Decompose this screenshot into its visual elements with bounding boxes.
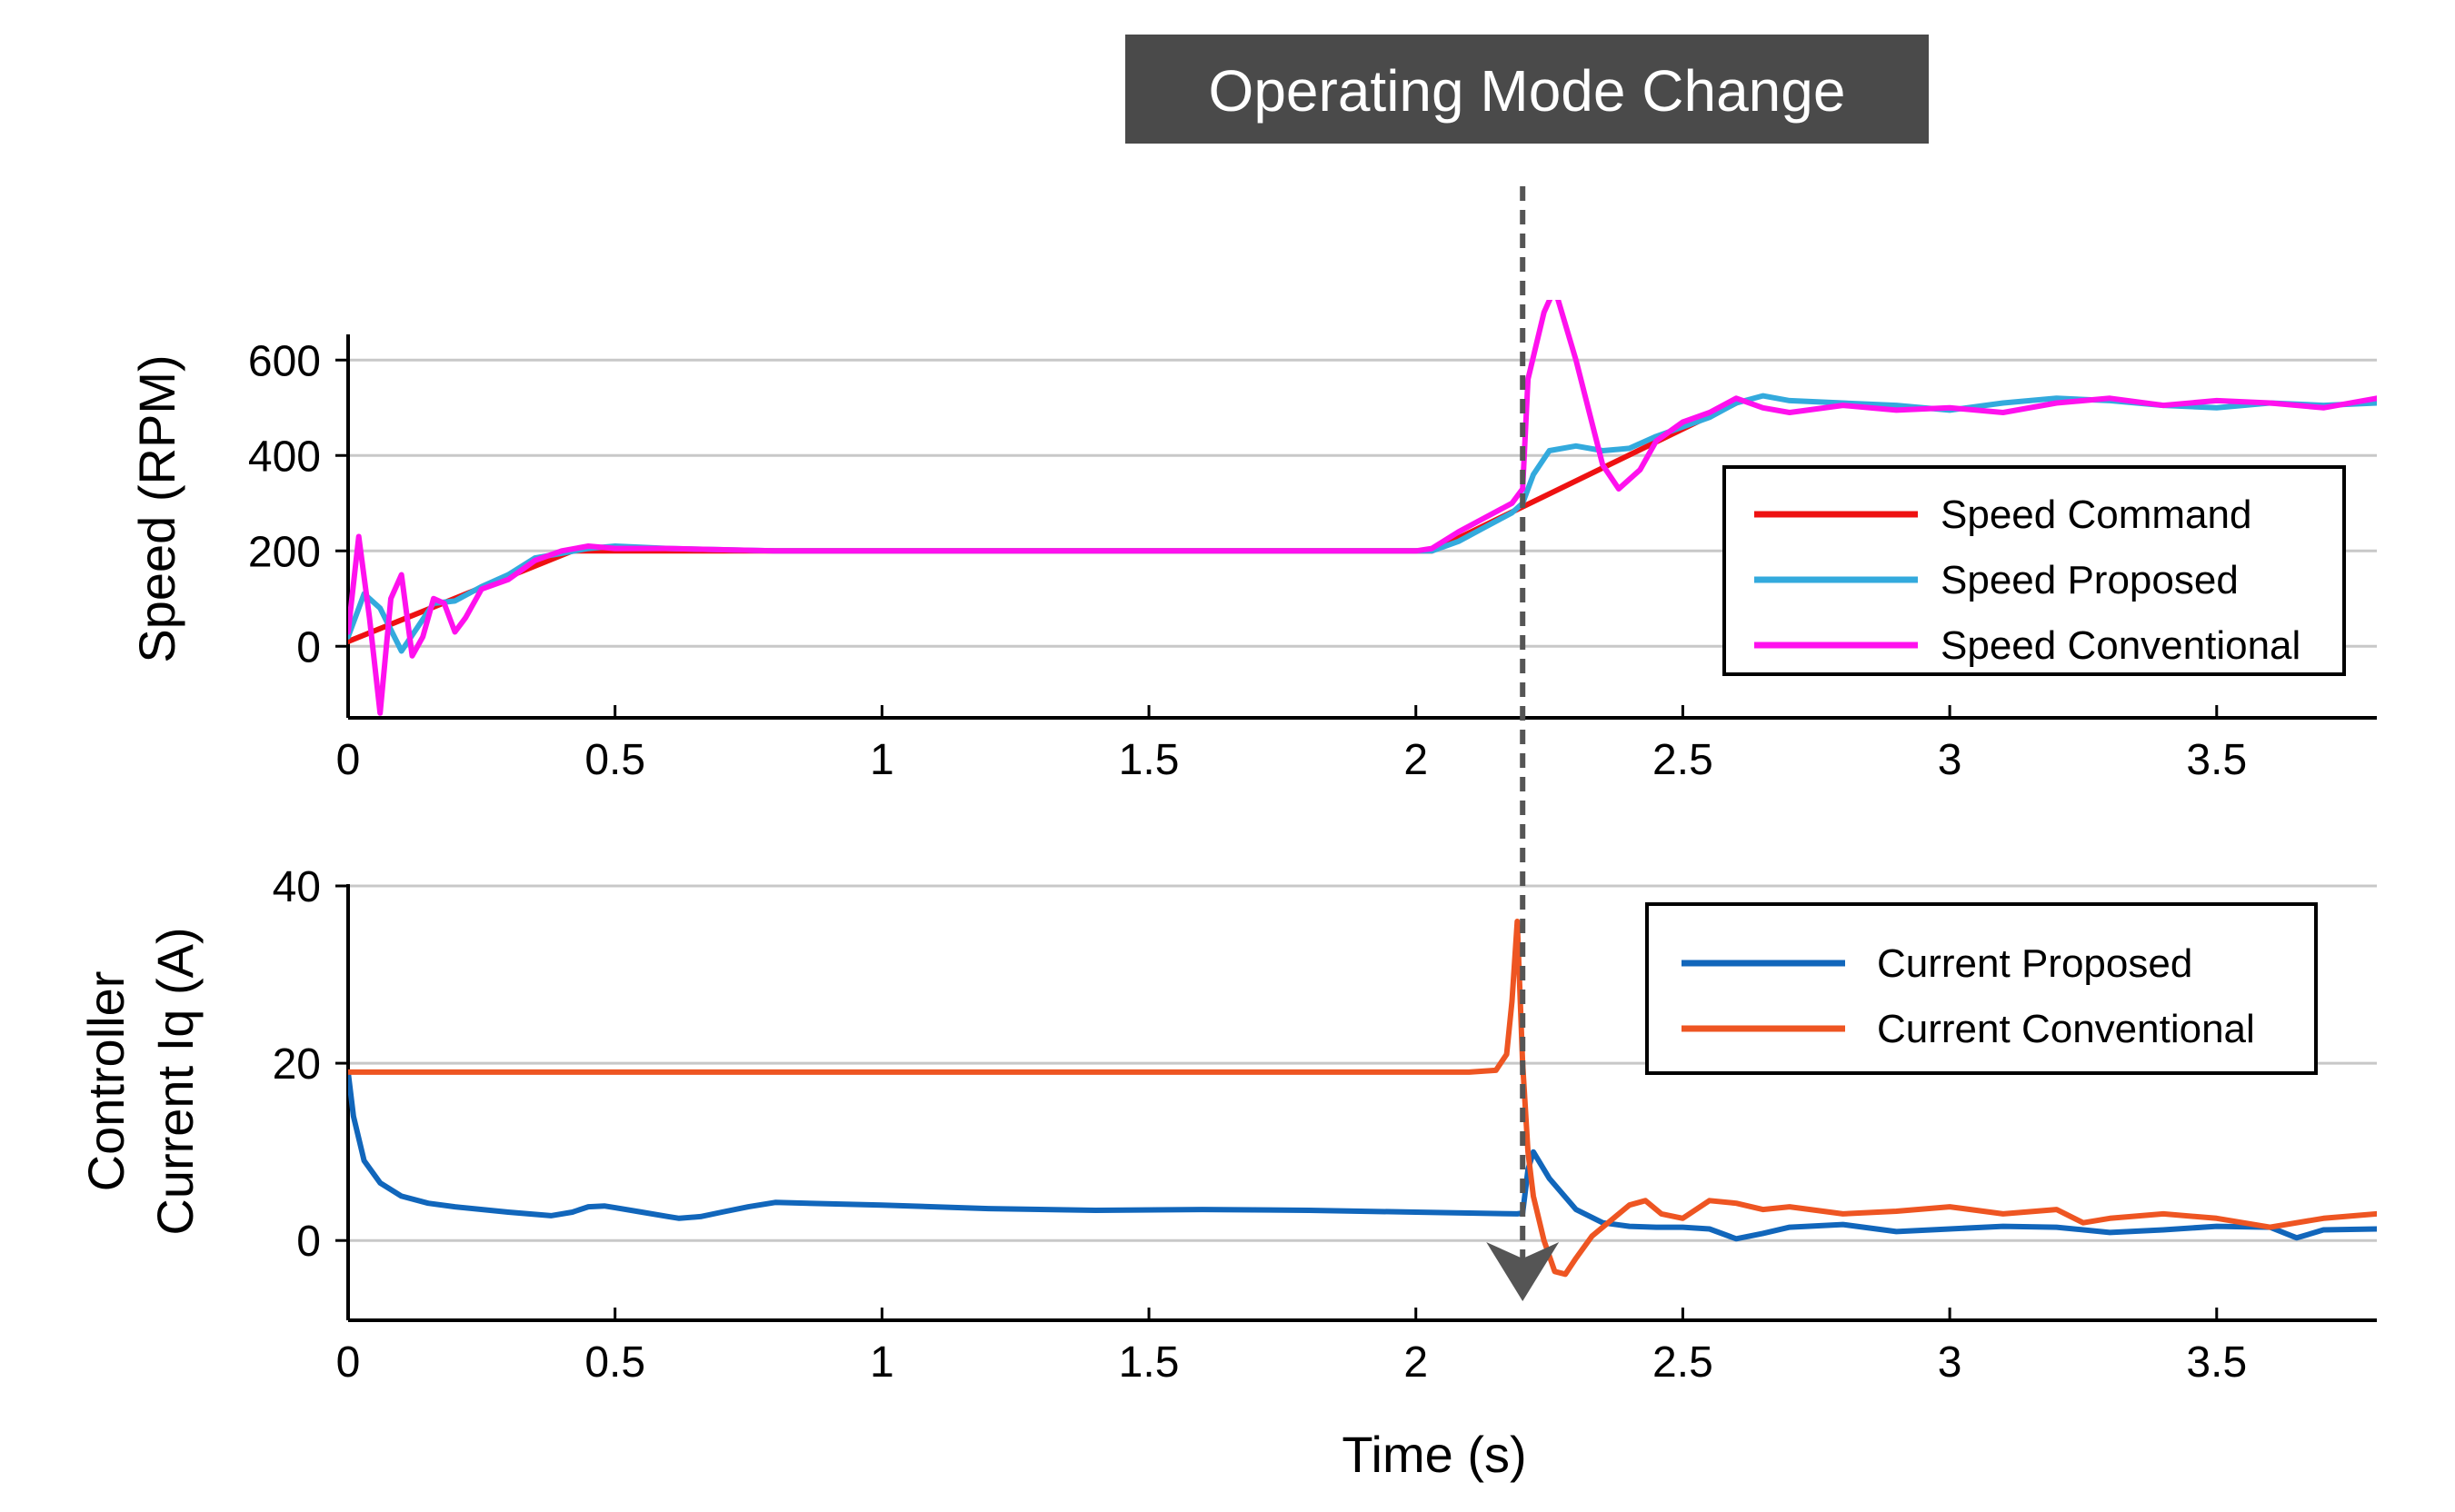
speed-x-tick-label: 2.5 <box>1652 736 1713 784</box>
current-x-tick-label: 1.5 <box>1119 1338 1180 1387</box>
current-legend-box <box>1645 902 2318 1075</box>
speed-axes <box>335 334 2377 720</box>
legend-label-current-conventional: Current Conventional <box>1877 1007 2255 1051</box>
speed-y-tick-label: 200 <box>248 528 321 576</box>
current-axes <box>335 884 2377 1322</box>
current-tick-labels: 0 20 40 0 0.5 1 1.5 2 2.5 3 3.5 <box>273 863 2248 1387</box>
speed-x-tick-label: 0 <box>336 736 361 784</box>
current-series-lines <box>348 919 2377 1278</box>
series-line-current-proposed <box>348 1069 2377 1242</box>
speed-y-axis-label: Speed (RPM) <box>128 354 185 662</box>
current-y-axis-label-line2: Current Iq (A) <box>146 927 204 1235</box>
speed-x-tick-label: 3.5 <box>2186 736 2247 784</box>
current-x-tick-label: 1 <box>870 1338 894 1387</box>
speed-y-tick-label: 600 <box>248 337 321 385</box>
x-axis-label: Time (s) <box>1342 1426 1526 1483</box>
speed-y-tick-label: 400 <box>248 433 321 481</box>
speed-x-tick-label: 1.5 <box>1119 736 1180 784</box>
current-x-tick-label: 0 <box>336 1338 361 1387</box>
speed-legend-box <box>1722 465 2346 676</box>
current-x-tick-label: 0.5 <box>584 1338 645 1387</box>
speed-legend: Speed Command Speed Proposed Speed Convent… <box>1722 465 2346 676</box>
current-y-tick-label: 20 <box>273 1040 321 1089</box>
series-line-current-conventional <box>348 919 2377 1278</box>
operating-mode-banner: Operating Mode Change <box>1125 35 1929 144</box>
banner-text: Operating Mode Change <box>1209 58 1846 124</box>
speed-plot: 0 200 400 600 0 0.5 1 1.5 2 2.5 3 3.5 Speed (RPM) S… <box>128 300 2377 784</box>
current-plot: 0 20 40 0 0.5 1 1.5 2 2.5 3 3.5 Controller Current… <box>77 863 2377 1483</box>
speed-x-tick-label: 2 <box>1403 736 1428 784</box>
legend-label-speed-proposed: Speed Proposed <box>1941 558 2239 602</box>
current-x-tick-label: 2.5 <box>1652 1338 1713 1387</box>
banner-background <box>1125 35 1929 144</box>
current-y-tick-label: 0 <box>296 1218 321 1266</box>
current-legend: Current Proposed Current Conventional <box>1645 902 2318 1075</box>
speed-tick-labels: 0 200 400 600 0 0.5 1 1.5 2 2.5 3 3.5 <box>248 337 2247 784</box>
mode-change-arrowhead <box>1486 1242 1560 1301</box>
current-y-tick-label: 40 <box>273 863 321 911</box>
legend-label-speed-command: Speed Command <box>1941 492 2251 537</box>
series-line-speed-command <box>348 400 1740 644</box>
series-line-speed-conventional <box>348 300 2377 716</box>
current-x-tick-label: 3 <box>1938 1338 1962 1387</box>
current-x-tick-label: 2 <box>1403 1338 1428 1387</box>
current-x-tick-label: 3.5 <box>2186 1338 2247 1387</box>
legend-label-current-proposed: Current Proposed <box>1877 941 2192 986</box>
speed-y-tick-label: 0 <box>296 623 321 671</box>
legend-label-speed-conventional: Speed Conventional <box>1941 623 2300 668</box>
speed-x-tick-label: 1 <box>870 736 894 784</box>
speed-x-tick-label: 0.5 <box>584 736 645 784</box>
speed-x-tick-label: 3 <box>1938 736 1962 784</box>
current-y-axis-label-line1: Controller <box>77 971 135 1192</box>
mode-change-marker <box>1486 186 1560 1301</box>
